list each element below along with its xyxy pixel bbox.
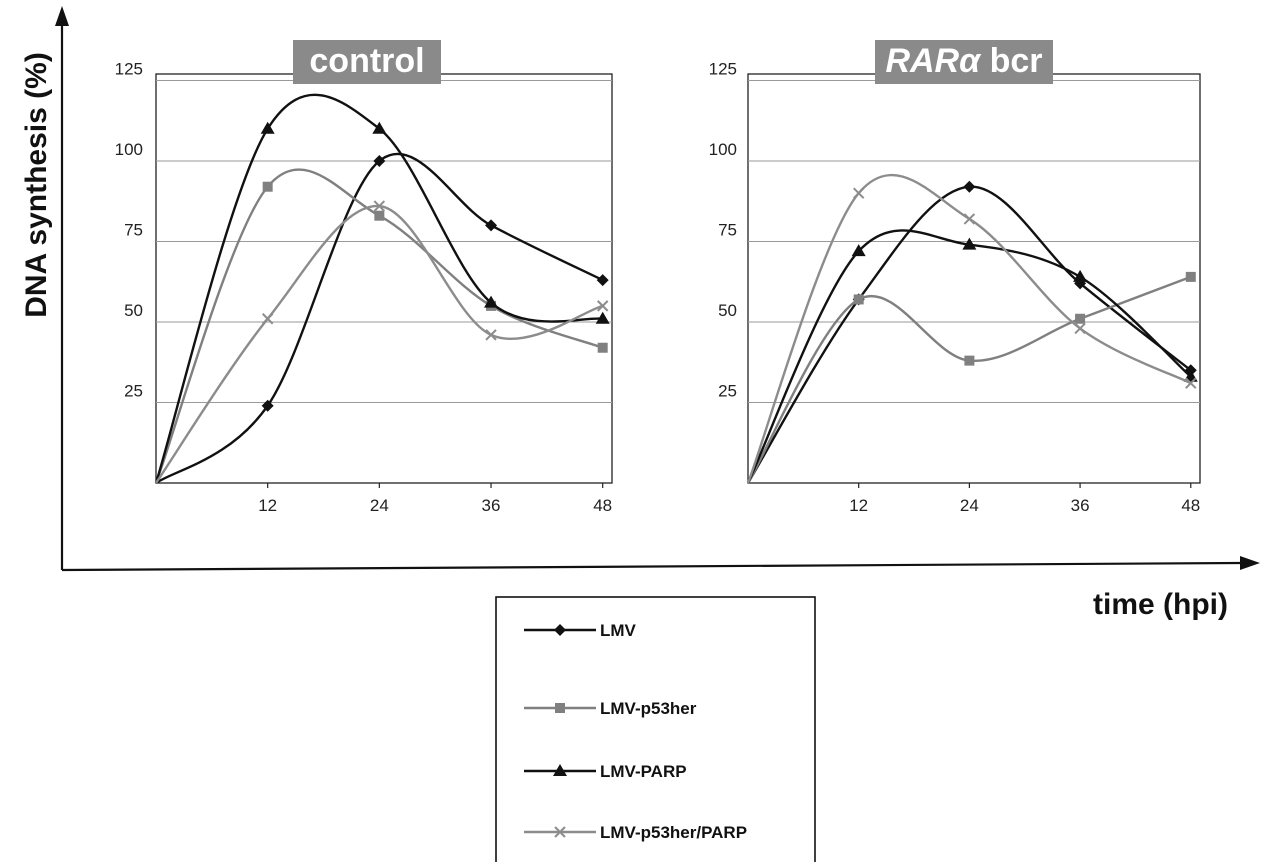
data-point — [597, 342, 608, 353]
data-point — [373, 200, 386, 212]
data-point — [485, 329, 497, 341]
series-line — [746, 229, 1192, 484]
y-axis-label: DNA synthesis (%) — [20, 52, 53, 318]
x-axis-label: time (hpi) — [1093, 588, 1228, 621]
y-tick-label: 100 — [709, 140, 737, 159]
series-line — [155, 204, 604, 484]
y-tick-label: 75 — [124, 220, 143, 239]
outer-x-axis — [61, 561, 1241, 572]
y-tick-label: 50 — [718, 301, 737, 320]
legend-marker — [554, 826, 566, 838]
series-line — [154, 93, 603, 484]
series-line — [746, 275, 1192, 484]
y-tick-label: 25 — [124, 381, 143, 400]
data-point — [1075, 313, 1086, 324]
data-point — [963, 180, 976, 193]
data-point — [1185, 377, 1197, 389]
legend-marker — [555, 703, 565, 713]
y-tick-label: 50 — [124, 301, 143, 320]
data-point — [261, 313, 274, 325]
panel-1: 25 50 75 100 125 12 24 36 48 control — [115, 40, 613, 515]
data-point — [596, 274, 609, 287]
data-point — [261, 399, 274, 412]
data-point — [485, 219, 498, 232]
data-point — [374, 210, 385, 221]
data-point — [260, 121, 275, 134]
x-tick-label: 24 — [960, 496, 979, 515]
x-tick-label: 36 — [1071, 496, 1090, 515]
series-lmv — [155, 152, 609, 484]
series-lmv-p53her-parp — [746, 173, 1197, 484]
legend-label: LMV-p53her/PARP — [600, 823, 747, 842]
y-tick-label: 100 — [115, 140, 143, 159]
chart-title: control — [309, 42, 424, 80]
data-point — [595, 311, 610, 324]
y-tick-label: 125 — [709, 59, 737, 78]
chart-panels: 25 50 75 100 125 12 24 36 48 control 25 50 75 100 125 1… — [115, 40, 1201, 515]
plot-area — [155, 73, 613, 484]
legend-item: LMV-PARP — [524, 762, 687, 781]
series-line — [155, 152, 604, 484]
chart-title: RARα bcr — [885, 42, 1042, 80]
outer-y-arrow — [55, 6, 69, 26]
data-point — [962, 237, 977, 250]
data-point — [964, 355, 975, 366]
x-tick-label: 12 — [258, 496, 277, 515]
chart-title-box — [293, 40, 441, 84]
legend-marker — [553, 764, 567, 776]
series-line — [746, 173, 1192, 484]
y-tick-label: 75 — [718, 220, 737, 239]
data-point — [262, 181, 273, 192]
legend-box — [495, 596, 816, 862]
legend-marker — [554, 624, 566, 636]
chart-title-box — [875, 40, 1053, 84]
series-lmv-p53her-parp — [155, 200, 609, 484]
legend-item: LMV-p53her — [524, 699, 697, 718]
x-tick-label: 24 — [370, 496, 389, 515]
data-point — [853, 294, 864, 305]
data-point — [1073, 269, 1088, 282]
x-tick-label: 48 — [1181, 496, 1200, 515]
series-line — [746, 185, 1192, 484]
x-tick-label: 36 — [482, 496, 501, 515]
legend-items: LMV LMV-p53her LMV-PARP LMV-p53her/PARP — [524, 621, 747, 842]
panel-2: 25 50 75 100 125 12 24 36 48 RARα bcr — [709, 40, 1201, 515]
legend-label: LMV-p53her — [600, 699, 697, 718]
data-point — [851, 244, 866, 257]
data-point — [372, 121, 387, 134]
data-point — [373, 154, 386, 167]
y-tick-label: 25 — [718, 381, 737, 400]
y-tick-label: 125 — [115, 59, 143, 78]
x-tick-label: 12 — [849, 496, 868, 515]
data-point — [1074, 322, 1086, 335]
plot-area — [747, 73, 1201, 484]
legend-label: LMV — [600, 621, 637, 640]
legend-item: LMV-p53her/PARP — [524, 823, 747, 842]
data-point — [484, 295, 499, 308]
data-point — [852, 187, 865, 199]
legend-item: LMV — [524, 621, 637, 640]
series-lmv-parp — [154, 93, 610, 484]
data-point — [596, 300, 609, 312]
legend: LMV LMV-p53her LMV-PARP LMV-p53her/PARP — [495, 596, 816, 862]
outer-x-arrow — [1240, 556, 1260, 570]
data-point — [963, 213, 976, 225]
data-point — [1185, 271, 1196, 282]
x-tick-label: 48 — [593, 496, 612, 515]
legend-label: LMV-PARP — [600, 762, 687, 781]
series-lmv-p53her — [746, 271, 1196, 484]
